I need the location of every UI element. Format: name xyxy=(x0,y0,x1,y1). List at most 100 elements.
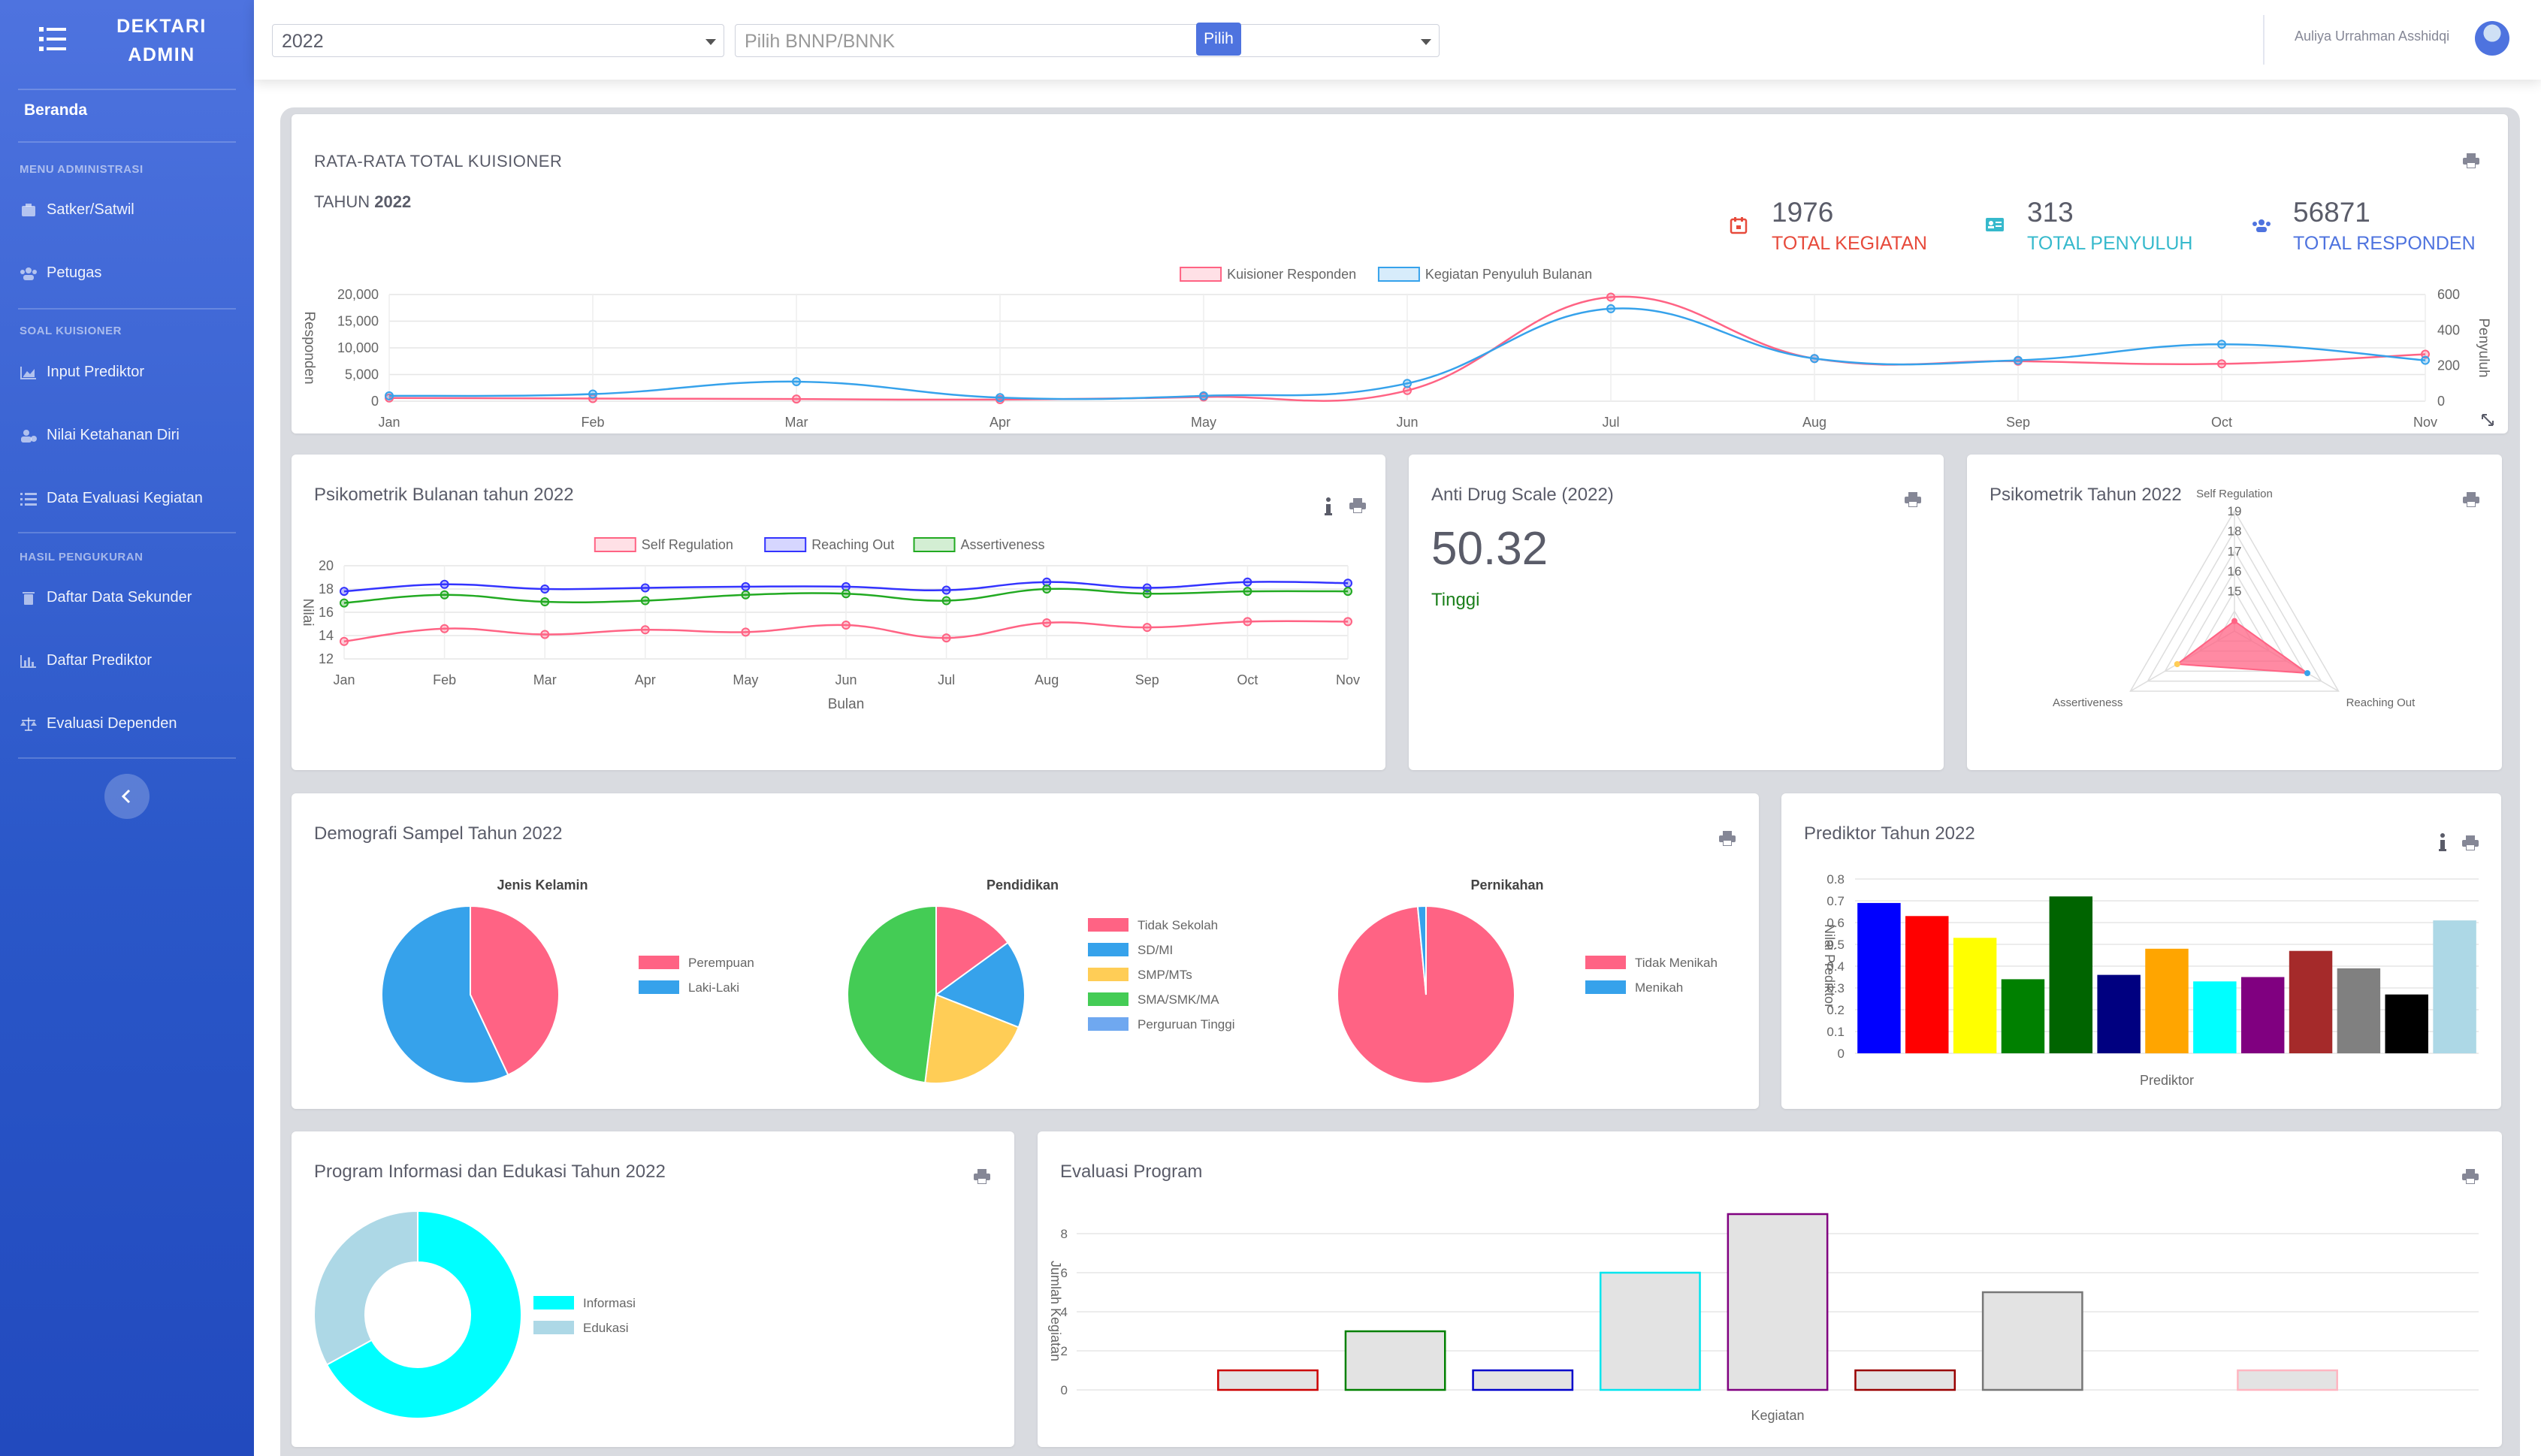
legend-swatch xyxy=(1377,267,1420,282)
card-title: Demografi Sampel Tahun 2022 xyxy=(314,823,563,844)
radar-tick-label: 15 xyxy=(2228,585,2242,599)
total-responden-label: TOTAL RESPONDEN xyxy=(2293,233,2476,254)
y-tick-label: 0 xyxy=(1061,1383,1068,1397)
x-tick-label: Oct xyxy=(2211,415,2232,430)
series-line xyxy=(343,581,1349,593)
caret-down-icon xyxy=(705,39,716,45)
pie-slice xyxy=(1416,905,1427,995)
year-select[interactable]: 2022 xyxy=(272,24,724,57)
print-icon[interactable] xyxy=(1349,498,1366,513)
trash-icon xyxy=(23,591,35,605)
print-icon[interactable] xyxy=(1719,831,1736,846)
data-point xyxy=(340,598,349,608)
sidebar-item-petugas[interactable]: Petugas xyxy=(20,264,101,282)
legend-label: Perguruan Tinggi xyxy=(1138,1017,1234,1032)
bar xyxy=(2289,950,2333,1053)
print-icon[interactable] xyxy=(974,1169,990,1184)
y-tick-label: 2 xyxy=(1061,1344,1068,1358)
print-icon[interactable] xyxy=(2463,153,2479,168)
sidebar-item-beranda[interactable]: Beranda xyxy=(24,101,88,119)
legend-swatch xyxy=(1585,980,1626,994)
x-tick-label: Apr xyxy=(990,415,1011,430)
legend-swatch xyxy=(913,537,956,552)
user-name[interactable]: Auliya Urrahman Asshidqi xyxy=(2295,29,2450,44)
data-point xyxy=(1343,617,1352,627)
bnnp-select[interactable]: Pilih BNNP/BNNK xyxy=(735,24,1440,57)
psikometrik-bulanan-card: Psikometrik Bulanan tahun 2022 Self Regu… xyxy=(292,455,1385,770)
sidebar-item-daftar-prediktor[interactable]: Daftar Prediktor xyxy=(20,652,152,669)
total-kegiatan-label: TOTAL KEGIATAN xyxy=(1772,233,1927,254)
y2-tick-label: 400 xyxy=(2437,322,2460,337)
series-line xyxy=(388,295,2426,402)
summary-year-value: 2022 xyxy=(374,192,412,211)
data-point xyxy=(941,633,951,643)
balance-scale-icon xyxy=(20,717,37,731)
psikometrik-radar-chart: 19 18 17 16 15 Self Regulation Reaching Out Ass… xyxy=(2053,488,2416,709)
radar-axis-label: Reaching Out xyxy=(2346,696,2416,709)
chart-area-icon xyxy=(20,366,36,379)
y-tick-label: 14 xyxy=(319,628,334,643)
resize-icon[interactable] xyxy=(2481,413,2494,427)
y-tick-label: 20 xyxy=(319,558,334,573)
sidebar-toggle-button[interactable] xyxy=(104,774,150,819)
total-penyuluh-label: TOTAL PENYULUH xyxy=(2027,233,2193,254)
sidebar-item-input-prediktor[interactable]: Input Prediktor xyxy=(20,364,144,381)
x-tick-label: Oct xyxy=(1237,672,1258,687)
pie-title: Pernikahan xyxy=(1470,878,1543,893)
x-axis-label: Bulan xyxy=(828,696,865,712)
pie-slice xyxy=(470,905,560,1077)
sidebar-divider xyxy=(18,532,236,533)
x-tick-label: Aug xyxy=(1035,672,1059,687)
users-icon xyxy=(20,267,37,280)
x-tick-label: Sep xyxy=(1135,672,1159,687)
bar xyxy=(2193,981,2237,1053)
sidebar-item-nilai-ketahanan[interactable]: Nilai Ketahanan Diri xyxy=(20,427,180,444)
card-title: Prediktor Tahun 2022 xyxy=(1804,823,1975,844)
data-point xyxy=(1243,617,1252,627)
psikometrik-tahun-card: Psikometrik Tahun 2022 19 18 17 16 15 Self Re… xyxy=(1967,455,2502,770)
bar xyxy=(2385,994,2428,1053)
user-avatar[interactable] xyxy=(2475,21,2509,56)
x-tick-label: Jul xyxy=(938,672,955,687)
print-icon[interactable] xyxy=(2463,492,2479,507)
data-point xyxy=(640,583,650,593)
brand[interactable]: DEKTARI ADMIN xyxy=(0,0,254,80)
sidebar: DEKTARI ADMIN Beranda MENU ADMINISTRASI … xyxy=(0,0,254,1456)
ads-category: Tinggi xyxy=(1431,590,1480,610)
print-icon[interactable] xyxy=(2462,1169,2479,1184)
caret-down-icon xyxy=(1421,39,1431,45)
data-point xyxy=(1606,292,1615,302)
pie-slice xyxy=(847,905,937,1084)
pilih-button[interactable]: Pilih xyxy=(1196,23,1241,56)
sidebar-heading-kuisioner: SOAL KUISIONER xyxy=(20,325,122,337)
y-tick-label: 5,000 xyxy=(345,367,379,382)
sidebar-item-satker[interactable]: Satker/Satwil xyxy=(20,201,134,219)
topbar-divider xyxy=(2263,15,2265,65)
info-icon[interactable] xyxy=(1324,497,1333,516)
topbar: 2022 Pilih BNNP/BNNK Pilih Auliya Urrahm… xyxy=(254,0,2541,80)
x-tick-label: Nov xyxy=(1336,672,1360,687)
legend-label: Kuisioner Responden xyxy=(1227,267,1356,282)
data-point xyxy=(996,393,1005,403)
legend-label: Menikah xyxy=(1635,980,1683,995)
print-icon[interactable] xyxy=(2462,835,2479,850)
building-icon xyxy=(22,203,35,216)
brand-text: DEKTARI ADMIN xyxy=(116,16,207,65)
radar-grid xyxy=(2147,530,2322,682)
y-tick-label: 0.8 xyxy=(1826,872,1845,887)
y-tick-label: 12 xyxy=(319,651,334,666)
sidebar-item-data-evaluasi[interactable]: Data Evaluasi Kegiatan xyxy=(20,490,203,507)
info-icon[interactable] xyxy=(2438,832,2447,852)
data-point xyxy=(1042,618,1052,627)
bar xyxy=(2049,896,2093,1053)
sidebar-item-label: Daftar Data Sekunder xyxy=(47,589,192,606)
card-title: Program Informasi dan Edukasi Tahun 2022 xyxy=(314,1161,666,1182)
x-tick-label: Apr xyxy=(635,672,656,687)
sidebar-item-evaluasi-dependen[interactable]: Evaluasi Dependen xyxy=(20,715,177,733)
legend-label: Tidak Menikah xyxy=(1635,956,1718,970)
chart-bar-icon xyxy=(20,654,36,668)
sidebar-item-daftar-sekunder[interactable]: Daftar Data Sekunder xyxy=(20,589,192,606)
sidebar-heading-administrasi: MENU ADMINISTRASI xyxy=(20,163,144,176)
print-icon[interactable] xyxy=(1905,492,1921,507)
legend-swatch xyxy=(639,956,679,969)
